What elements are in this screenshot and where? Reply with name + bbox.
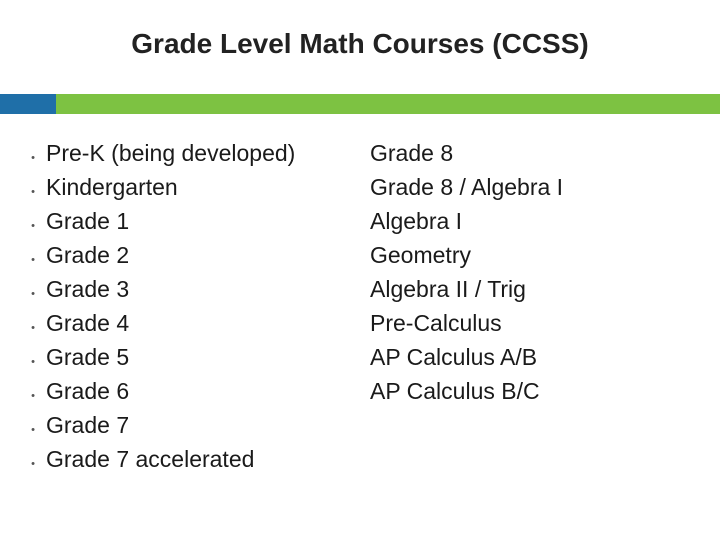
item-text: Grade 6 (46, 378, 129, 405)
list-item: Algebra II / Trig (370, 276, 720, 310)
content-area: •Pre-K (being developed) •Kindergarten •… (0, 140, 720, 480)
list-item: •Grade 4 (20, 310, 360, 344)
list-item: •Grade 7 accelerated (20, 446, 360, 480)
list-item: •Grade 5 (20, 344, 360, 378)
list-item: Grade 8 / Algebra I (370, 174, 720, 208)
list-item: AP Calculus A/B (370, 344, 720, 378)
list-item: Algebra I (370, 208, 720, 242)
item-text: Grade 8 (370, 140, 453, 167)
bullet-icon: • (20, 277, 46, 311)
list-item: •Pre-K (being developed) (20, 140, 360, 174)
list-item: Geometry (370, 242, 720, 276)
item-text: Grade 7 accelerated (46, 446, 254, 473)
bullet-icon: • (20, 209, 46, 243)
item-text: AP Calculus A/B (370, 344, 537, 371)
item-text: Grade 7 (46, 412, 129, 439)
item-text: Algebra II / Trig (370, 276, 526, 303)
item-text: Algebra I (370, 208, 462, 235)
list-item: Grade 8 (370, 140, 720, 174)
bullet-icon: • (20, 413, 46, 447)
column-left: •Pre-K (being developed) •Kindergarten •… (0, 140, 360, 480)
item-text: Pre-K (being developed) (46, 140, 295, 167)
item-text: Grade 1 (46, 208, 129, 235)
bullet-icon: • (20, 345, 46, 379)
list-item: •Grade 1 (20, 208, 360, 242)
accent-bar-left (0, 94, 56, 114)
bullet-icon: • (20, 175, 46, 209)
item-text: Grade 5 (46, 344, 129, 371)
slide-title: Grade Level Math Courses (CCSS) (0, 28, 720, 60)
bullet-icon: • (20, 141, 46, 175)
item-text: Grade 3 (46, 276, 129, 303)
bullet-icon: • (20, 379, 46, 413)
slide: Grade Level Math Courses (CCSS) •Pre-K (… (0, 0, 720, 540)
item-text: Grade 2 (46, 242, 129, 269)
item-text: Grade 8 / Algebra I (370, 174, 563, 201)
list-item: •Grade 6 (20, 378, 360, 412)
bullet-icon: • (20, 311, 46, 345)
item-text: AP Calculus B/C (370, 378, 540, 405)
bullet-icon: • (20, 243, 46, 277)
accent-bar-right (56, 94, 720, 114)
column-right: Grade 8 Grade 8 / Algebra I Algebra I Ge… (360, 140, 720, 480)
item-text: Geometry (370, 242, 471, 269)
list-item: Pre-Calculus (370, 310, 720, 344)
list-item: AP Calculus B/C (370, 378, 720, 412)
item-text: Pre-Calculus (370, 310, 502, 337)
item-text: Kindergarten (46, 174, 178, 201)
list-item: •Grade 2 (20, 242, 360, 276)
list-item: •Grade 3 (20, 276, 360, 310)
list-item: •Kindergarten (20, 174, 360, 208)
list-item: •Grade 7 (20, 412, 360, 446)
item-text: Grade 4 (46, 310, 129, 337)
bullet-icon: • (20, 447, 46, 481)
